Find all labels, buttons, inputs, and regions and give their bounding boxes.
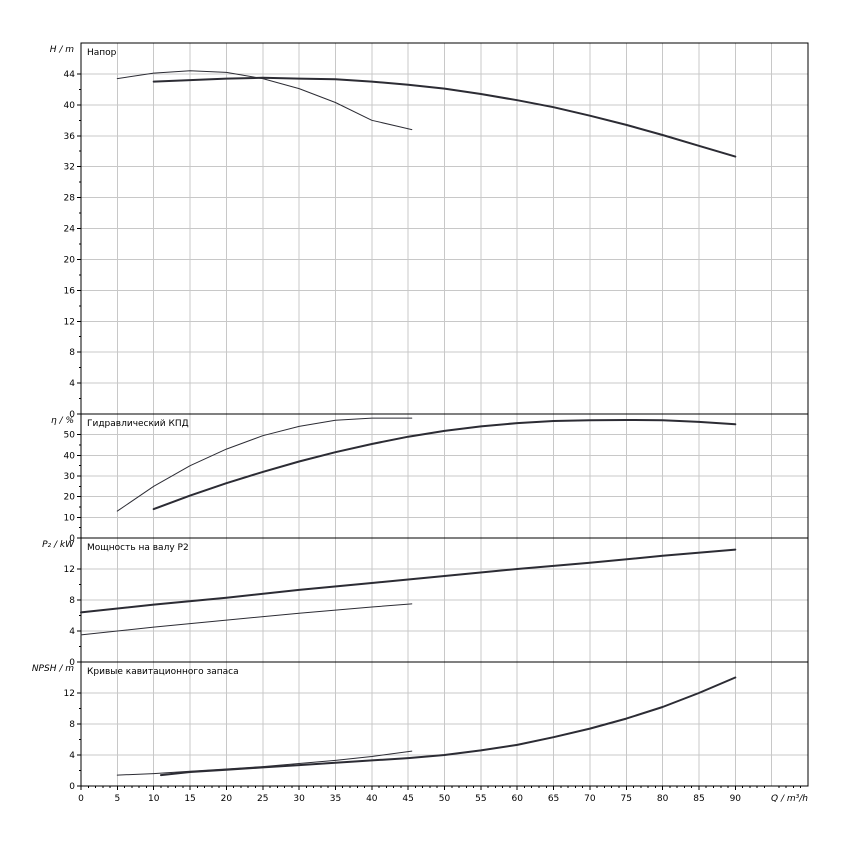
y-tick-label: 40: [64, 101, 76, 111]
panel-power: 0 4 8 12 P₂ / kW Мощность на валу P2: [42, 537, 809, 668]
y-tick-label: 32: [64, 163, 75, 173]
x-tick-label: 20: [221, 794, 233, 804]
x-tick-label: 85: [693, 794, 704, 804]
panel-head: 0 4 8 12 16 20 24 28 32 36 40 44 H / m Напор: [50, 42, 809, 420]
y-tick-label: 20: [64, 255, 76, 265]
y-tick-label: 20: [64, 493, 76, 503]
y-tick-label: 4: [69, 627, 75, 637]
y-tick-label: 8: [69, 348, 75, 358]
y-tick-label: 16: [64, 286, 76, 296]
x-tick-label: 15: [184, 794, 195, 804]
x-tick-label: 55: [475, 794, 486, 804]
y-axis-label: NPSH / m: [32, 664, 74, 674]
y-tick-label: 36: [64, 132, 76, 142]
x-tick-label: 40: [366, 794, 378, 804]
y-tick-label: 28: [64, 194, 76, 204]
x-tick-label: 60: [511, 794, 523, 804]
y-tick-label: 4: [69, 751, 75, 761]
x-tick-label: 50: [439, 794, 451, 804]
x-tick-label: 75: [621, 794, 632, 804]
y-tick-label: 10: [64, 513, 76, 523]
panel-title: Гидравлический КПД: [87, 419, 189, 429]
y-axis-label: H / m: [50, 45, 75, 55]
x-tick-label: 70: [584, 794, 596, 804]
y-tick-label: 30: [64, 472, 76, 482]
x-tick-label: 90: [730, 794, 742, 804]
series-power-thick: [80, 548, 737, 614]
panel-npsh: 0 4 8 12 NPSH / m Кривые кавитационного запас…: [32, 661, 809, 792]
y-tick-label: 0: [69, 782, 75, 792]
y-tick-label: 12: [64, 317, 75, 327]
y-tick-label: 12: [64, 689, 75, 699]
x-tick-label: 0: [78, 794, 84, 804]
x-axis: 0 5 10 15 20 25 30 35 40 45 50 55 60 65 70 75 80 85 90 Q / …: [78, 786, 808, 804]
series-npsh-thick: [160, 676, 737, 777]
x-tick-label: 45: [402, 794, 413, 804]
x-tick-label: 25: [257, 794, 268, 804]
y-axis-label: η / %: [51, 416, 74, 426]
series-head-thin: [116, 70, 413, 131]
panel-title: Напор: [87, 48, 117, 58]
y-tick-label: 24: [64, 225, 76, 235]
x-tick-label: 30: [293, 794, 305, 804]
y-tick-label: 40: [64, 451, 76, 461]
series-efficiency-thin: [116, 417, 413, 512]
y-tick-label: 44: [64, 70, 76, 80]
panel-efficiency: 0 10 20 30 40 50 η / % Гидравлический КПД: [51, 413, 809, 544]
y-tick-label: 50: [64, 431, 76, 441]
y-tick-label: 12: [64, 565, 75, 575]
panel-title: Кривые кавитационного запаса: [87, 667, 239, 677]
x-tick-label: 10: [148, 794, 160, 804]
series-head-thick: [152, 76, 737, 158]
x-axis-label: Q / m³/h: [771, 794, 808, 804]
y-tick-label: 8: [69, 720, 75, 730]
x-tick-label: 5: [114, 794, 120, 804]
y-tick-label: 0: [69, 410, 75, 420]
series-efficiency-thick: [152, 419, 737, 511]
x-tick-label: 35: [330, 794, 341, 804]
x-tick-label: 65: [548, 794, 559, 804]
y-tick-label: 0: [69, 534, 75, 544]
series-power-thin: [80, 603, 413, 636]
x-tick-label: 80: [657, 794, 669, 804]
y-tick-label: 8: [69, 596, 75, 606]
series-npsh-thin: [116, 750, 413, 776]
panel-title: Мощность на валу P2: [87, 543, 189, 553]
y-axis-label: P₂ / kW: [42, 540, 75, 550]
y-tick-label: 0: [69, 658, 75, 668]
y-tick-label: 4: [69, 379, 75, 389]
